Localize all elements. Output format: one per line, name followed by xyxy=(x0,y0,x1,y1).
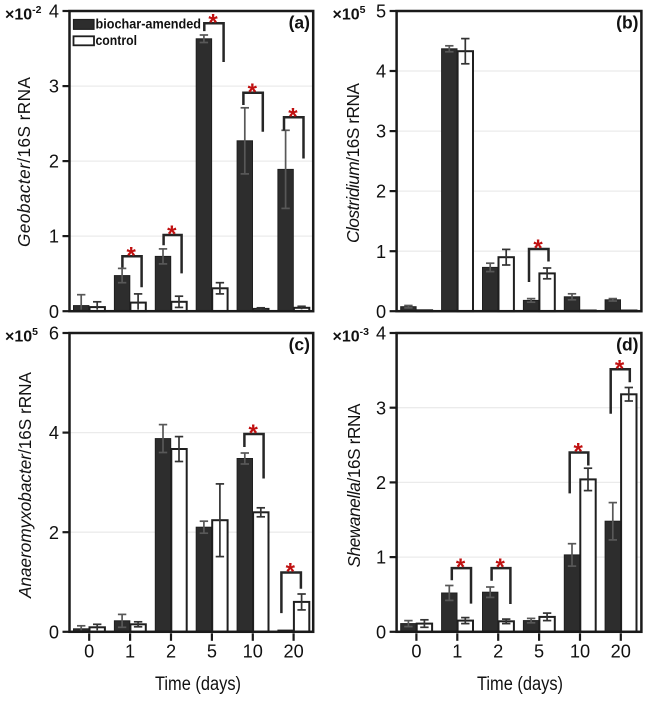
svg-text:5: 5 xyxy=(376,2,386,22)
svg-text:Geobacter/16S rRNA: Geobacter/16S rRNA xyxy=(14,76,34,247)
svg-text:×105: ×105 xyxy=(333,4,366,24)
svg-text:control: control xyxy=(96,33,138,48)
svg-text:5: 5 xyxy=(534,641,544,661)
svg-text:2: 2 xyxy=(49,152,59,172)
svg-text:*: * xyxy=(615,355,625,382)
svg-text:*: * xyxy=(248,79,258,106)
svg-text:0: 0 xyxy=(84,641,94,661)
svg-text:*: * xyxy=(167,221,177,248)
svg-text:1: 1 xyxy=(376,242,386,262)
svg-text:2: 2 xyxy=(493,641,503,661)
svg-text:*: * xyxy=(288,103,298,130)
svg-text:*: * xyxy=(574,439,584,466)
svg-text:biochar-amended: biochar-amended xyxy=(96,16,202,31)
svg-text:Shewanella/16S rRNA: Shewanella/16S rRNA xyxy=(344,403,364,568)
svg-text:*: * xyxy=(127,242,137,269)
svg-text:4: 4 xyxy=(49,2,59,22)
svg-text:(d): (d) xyxy=(616,335,638,355)
svg-text:*: * xyxy=(249,420,259,447)
svg-text:*: * xyxy=(286,559,296,586)
svg-text:2: 2 xyxy=(166,641,176,661)
svg-text:20: 20 xyxy=(611,641,631,661)
svg-text:0: 0 xyxy=(376,302,386,322)
svg-text:(a): (a) xyxy=(289,13,310,33)
svg-text:1: 1 xyxy=(452,641,462,661)
svg-text:(c): (c) xyxy=(289,335,310,355)
svg-text:10: 10 xyxy=(570,641,590,661)
svg-text:3: 3 xyxy=(376,122,386,142)
svg-text:1: 1 xyxy=(49,227,59,247)
svg-text:2: 2 xyxy=(376,182,386,202)
svg-text:1: 1 xyxy=(125,641,135,661)
svg-text:*: * xyxy=(208,9,218,36)
svg-text:×105: ×105 xyxy=(5,326,38,346)
svg-text:3: 3 xyxy=(376,398,386,418)
svg-text:10: 10 xyxy=(243,641,263,661)
svg-text:20: 20 xyxy=(283,641,303,661)
svg-text:0: 0 xyxy=(49,622,59,642)
svg-text:Clostridium/16S rRNA: Clostridium/16S rRNA xyxy=(343,82,363,243)
svg-text:4: 4 xyxy=(49,423,59,443)
svg-text:2: 2 xyxy=(376,473,386,493)
svg-text:0: 0 xyxy=(411,641,421,661)
svg-text:6: 6 xyxy=(49,324,59,344)
svg-text:2: 2 xyxy=(49,523,59,543)
svg-text:1: 1 xyxy=(376,548,386,568)
svg-text:*: * xyxy=(533,235,543,262)
svg-text:*: * xyxy=(496,554,506,581)
svg-text:4: 4 xyxy=(376,62,386,82)
svg-text:0: 0 xyxy=(376,622,386,642)
svg-text:Time (days): Time (days) xyxy=(477,674,563,695)
svg-text:*: * xyxy=(456,554,466,581)
svg-text:Anaeromyxobacter/16S rRNA: Anaeromyxobacter/16S rRNA xyxy=(15,371,35,599)
svg-text:Time (days): Time (days) xyxy=(155,674,241,695)
svg-text:(b): (b) xyxy=(616,13,638,33)
svg-text:0: 0 xyxy=(49,302,59,322)
svg-text:3: 3 xyxy=(49,77,59,97)
svg-text:5: 5 xyxy=(207,641,217,661)
svg-text:4: 4 xyxy=(376,324,386,344)
